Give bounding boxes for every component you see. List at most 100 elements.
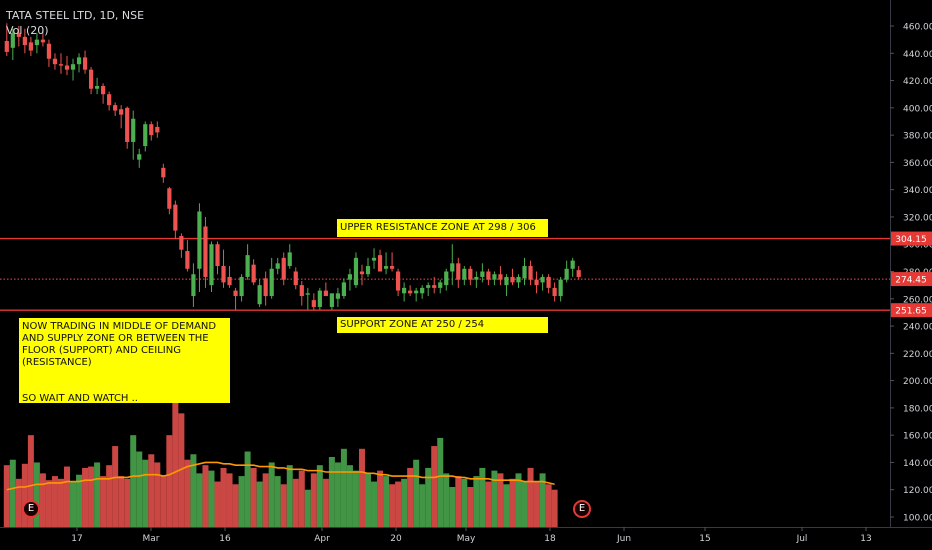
symbol-title[interactable]: TATA STEEL LTD, 1D, NSE [6, 9, 145, 22]
candle-body [119, 109, 124, 115]
volume-bar [33, 462, 40, 527]
candle-body [257, 285, 262, 305]
price-tick-label: 440.00 [903, 50, 932, 60]
volume-bar [214, 481, 221, 527]
volume-bar [130, 435, 137, 527]
candle-body [486, 271, 491, 280]
resistance-annotation[interactable]: UPPER RESISTANCE ZONE AT 298 / 306 [337, 219, 548, 237]
candle-body [329, 293, 334, 307]
analysis-note[interactable]: NOW TRADING IN MIDDLE OF DEMAND AND SUPP… [19, 318, 230, 404]
volume-bar [371, 481, 378, 527]
candle-body [317, 290, 322, 307]
candle-body [383, 266, 389, 269]
price-tick-label: 160.00 [903, 432, 932, 442]
level-price-tag-label: 304.15 [895, 235, 927, 245]
price-tick-label: 200.00 [903, 377, 932, 387]
candle-body [95, 86, 100, 89]
volume-bar [491, 470, 498, 527]
candle-body [191, 274, 196, 297]
volume-bar [377, 470, 384, 527]
volume-bar [280, 484, 287, 527]
candle-body [88, 69, 94, 89]
volume-bar [437, 437, 444, 527]
volume-bar [136, 451, 143, 527]
volume-bar [383, 476, 390, 527]
candle-body [131, 118, 136, 142]
volume-bar [64, 466, 70, 527]
volume-bar [274, 476, 281, 527]
candle-body [341, 282, 347, 297]
volume-bar [425, 467, 432, 527]
volume-indicator-label[interactable]: Vol (20) [6, 24, 49, 37]
candle-body [197, 211, 202, 269]
volume-bar [27, 435, 34, 527]
time-tick-label: 18 [544, 534, 556, 544]
price-tick-label: 380.00 [903, 132, 932, 142]
axis-separators [0, 0, 932, 528]
volume-bar [352, 470, 359, 527]
candle-body [143, 124, 148, 147]
volume-bar [328, 456, 335, 527]
candle-body [389, 266, 395, 269]
candle-body [450, 263, 455, 272]
time-tick-label: 13 [860, 534, 871, 544]
support-annotation[interactable]: SUPPORT ZONE AT 250 / 254 [337, 317, 548, 333]
candle-body [227, 276, 232, 286]
price-tick-label: 140.00 [903, 459, 932, 469]
volume-bar [262, 473, 269, 527]
volume-bar [220, 467, 227, 527]
volume-bar [232, 484, 239, 527]
volume-bar [244, 451, 251, 527]
volume-bar [118, 476, 125, 527]
candle-body [52, 58, 58, 65]
volume-bar [545, 484, 552, 527]
candle-body [323, 290, 328, 297]
candle-body [215, 244, 220, 267]
volume-bar [202, 465, 209, 527]
candle-body [522, 266, 527, 279]
candle-body [414, 290, 419, 294]
candle-body [516, 276, 521, 283]
price-tick-label: 320.00 [903, 213, 932, 223]
volume-bar [503, 484, 510, 527]
price-tick-label: 360.00 [903, 159, 932, 169]
candle-body [540, 276, 545, 283]
price-tick-label: 420.00 [903, 77, 932, 87]
candle-body [576, 270, 581, 277]
earnings-marker-icon[interactable]: E [22, 500, 40, 518]
volume-bar [82, 467, 89, 527]
volume-moving-average [6, 461, 555, 491]
candle-body [251, 264, 256, 283]
volume-bar [340, 448, 347, 527]
volume-bar [76, 474, 83, 527]
candle-body [456, 263, 461, 280]
volume-bar [298, 470, 305, 527]
candle-body [203, 226, 208, 277]
candle-body [359, 271, 365, 275]
candle-body [125, 107, 130, 142]
volume-bar [419, 484, 426, 527]
volume-bar [485, 481, 492, 527]
volume-bar [521, 481, 528, 527]
candle-body [263, 278, 268, 297]
volume-bar [70, 481, 77, 527]
volume-bar [304, 489, 311, 527]
volume-bar [515, 473, 522, 527]
candle-body [546, 276, 551, 288]
earnings-marker-icon[interactable]: E [573, 500, 591, 518]
candle-body [209, 244, 214, 286]
volume-bar [551, 489, 558, 527]
candle-body [34, 39, 39, 46]
volume-bar [322, 478, 329, 527]
volume-ma-line [6, 461, 555, 491]
volume-bar [479, 467, 486, 527]
candle-body [185, 251, 190, 269]
volume-bar [39, 473, 46, 527]
volume-bar [395, 481, 402, 527]
volume-bar [238, 476, 245, 527]
volume-bar [310, 473, 317, 527]
candle-body [16, 32, 21, 37]
price-tick-label: 120.00 [903, 486, 932, 496]
candle-body [155, 126, 160, 133]
